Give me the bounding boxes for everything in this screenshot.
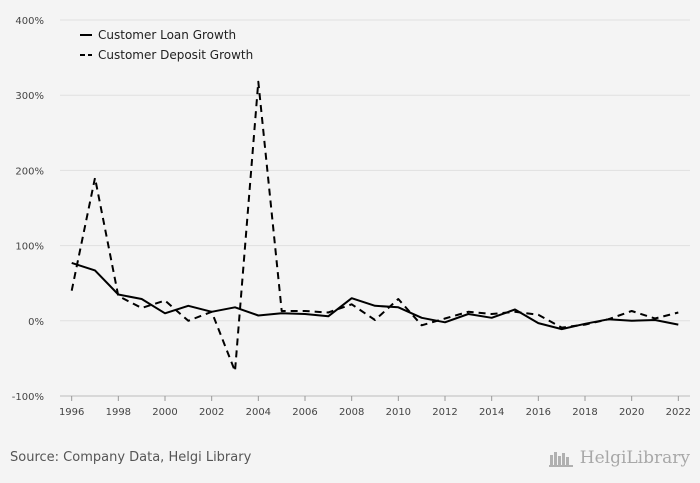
helgi-library-logo: HelgiLibrary xyxy=(548,448,690,468)
x-tick-label: 2018 xyxy=(572,407,597,418)
series-lines xyxy=(70,80,679,373)
legend-label: Customer Loan Growth xyxy=(98,28,236,42)
x-tick-label: 2020 xyxy=(619,407,644,418)
x-tick-label: 1996 xyxy=(59,407,84,418)
legend: Customer Loan Growth Customer Deposit Gro… xyxy=(80,28,253,62)
y-tick-label: 400% xyxy=(15,16,44,27)
legend-label: Customer Deposit Growth xyxy=(98,48,253,62)
gridlines xyxy=(60,19,690,397)
y-tick-label: 0% xyxy=(28,317,44,328)
x-tick-label: 2002 xyxy=(199,407,224,418)
y-tick-label: 100% xyxy=(15,242,44,253)
y-tick-label: 200% xyxy=(15,166,44,177)
x-tick-label: 2010 xyxy=(386,407,411,418)
x-tick-label: 2000 xyxy=(152,407,177,418)
source-note: Source: Company Data, Helgi Library xyxy=(10,450,252,465)
x-tick-label: 2006 xyxy=(292,407,317,418)
x-tick-label: 2016 xyxy=(526,407,551,418)
y-tick-label: -100% xyxy=(12,392,44,403)
x-tick-label: 2012 xyxy=(432,407,457,418)
y-axis: -100% 0% 100% 200% 300% 400% xyxy=(12,16,44,403)
x-tick-label: 2004 xyxy=(246,407,271,418)
x-tick-label: 1998 xyxy=(106,407,131,418)
deposit-growth-line xyxy=(70,80,679,373)
x-tick-label: 2022 xyxy=(666,407,691,418)
logo-text: HelgiLibrary xyxy=(579,448,690,468)
x-tick-label: 2008 xyxy=(339,407,364,418)
y-tick-label: 300% xyxy=(15,91,44,102)
library-icon xyxy=(548,452,573,467)
x-tick-label: 2014 xyxy=(479,407,504,418)
x-axis: 1996 1998 2000 2002 2004 2006 2008 2010 2012 2014… xyxy=(59,396,691,418)
